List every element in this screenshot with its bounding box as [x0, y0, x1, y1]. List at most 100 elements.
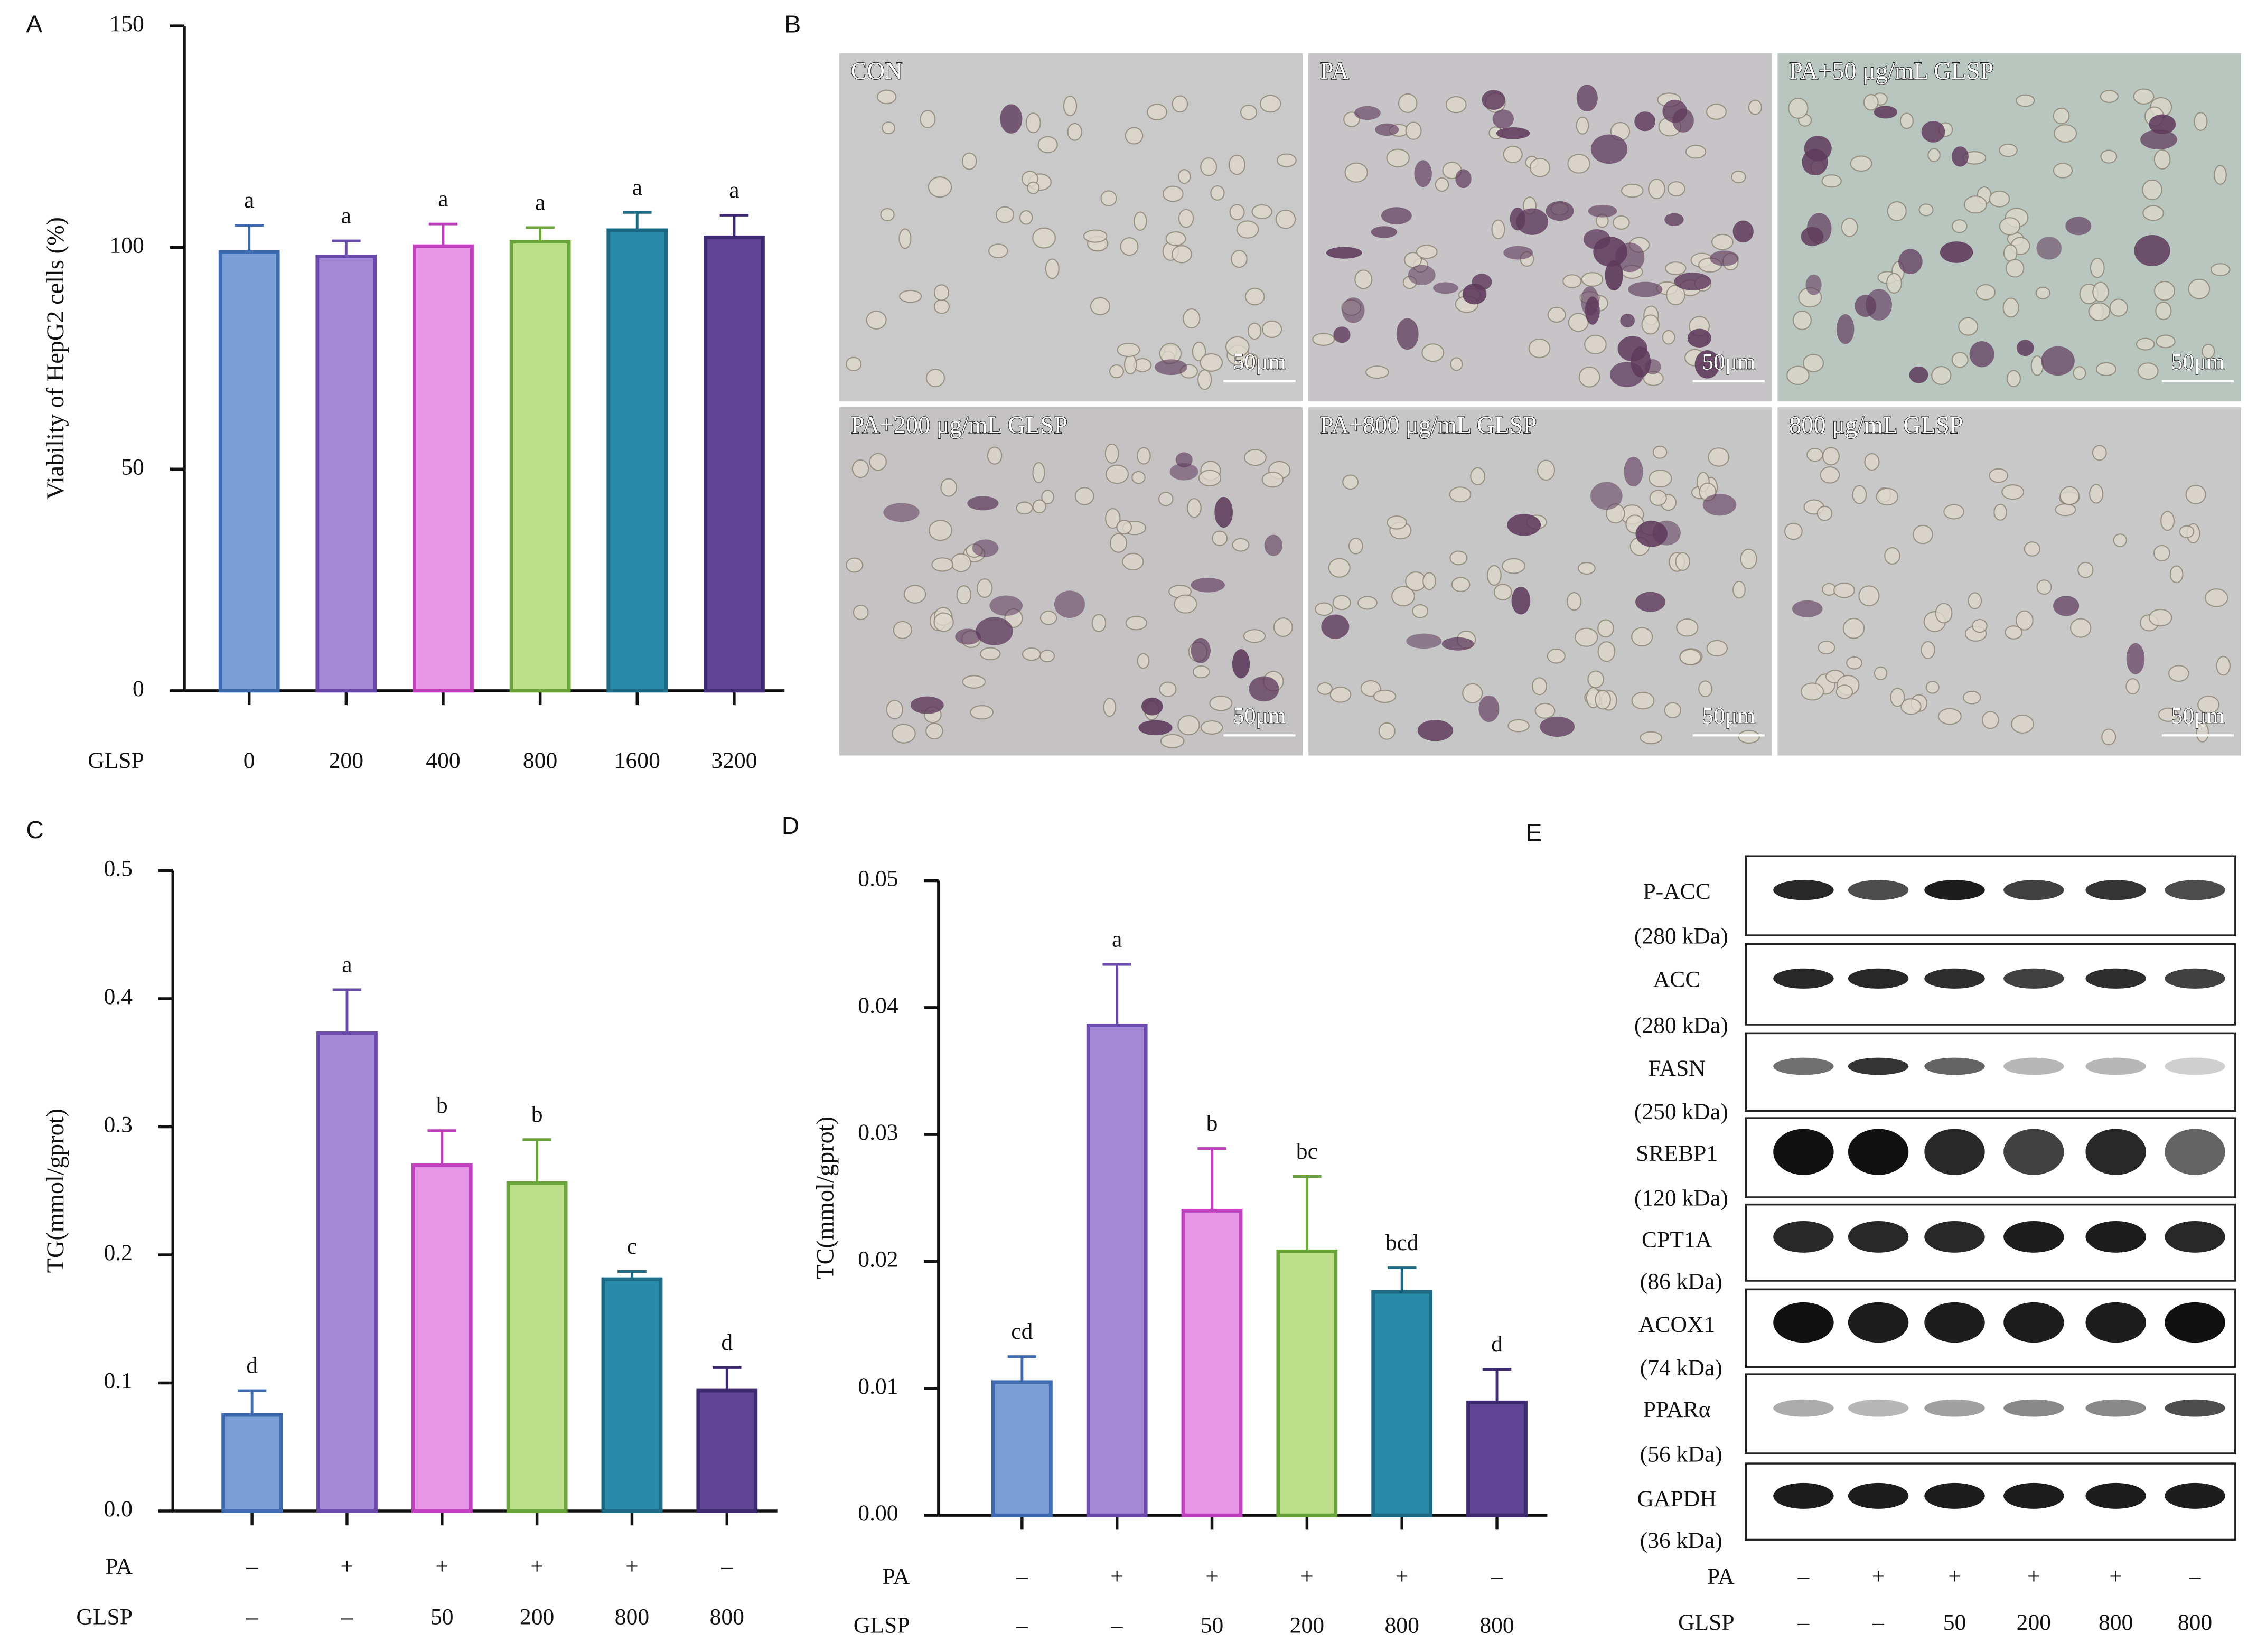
bar — [601, 1277, 663, 1513]
band — [1924, 968, 1985, 989]
cell — [950, 553, 971, 572]
stained-cell — [1593, 237, 1628, 267]
stained-cell — [1472, 274, 1492, 290]
stained-cell — [1576, 85, 1598, 112]
cell — [1109, 533, 1128, 553]
significance-label: bc — [1296, 1139, 1318, 1164]
stained-cell — [2036, 237, 2062, 260]
x-tick-label: 800 — [710, 1604, 744, 1629]
cell — [1925, 681, 1940, 694]
panel-letter: B — [784, 10, 801, 37]
error-bar — [235, 224, 264, 252]
lane-label: 800 — [2099, 1610, 2133, 1635]
cell — [1711, 233, 1734, 250]
stained-cell — [1635, 592, 1665, 612]
cell — [1786, 365, 1810, 386]
cell — [2001, 484, 2025, 500]
lane-label: 50 — [1943, 1610, 1966, 1635]
cell — [1999, 217, 2021, 236]
cell — [2133, 88, 2155, 105]
stained-cell — [1441, 637, 1474, 651]
x-tick-label: + — [341, 1554, 354, 1579]
y-tick-label: 0.03 — [858, 1120, 898, 1145]
cell — [1122, 552, 1144, 571]
stained-cell — [1507, 514, 1541, 536]
cell — [892, 724, 916, 744]
cell — [1045, 258, 1060, 279]
cell — [1649, 470, 1672, 488]
cell — [2024, 541, 2040, 557]
cell — [1529, 157, 1551, 177]
cell — [1398, 93, 1418, 114]
cell — [2169, 565, 2184, 584]
stained-cell — [883, 503, 920, 522]
cell — [1105, 464, 1129, 484]
error-bar — [1197, 1147, 1226, 1211]
band — [2003, 1221, 2064, 1253]
stained-cell — [1326, 247, 1362, 259]
stained-cell — [1664, 213, 1684, 227]
cell — [1083, 229, 1108, 243]
cell — [1503, 145, 1523, 164]
cell — [2137, 362, 2159, 380]
cell — [1846, 656, 1862, 670]
cell — [1675, 552, 1690, 571]
band — [1848, 1057, 1909, 1075]
image-label: PA+200 μg/mL GLSP — [851, 412, 1067, 439]
cell — [2168, 665, 2189, 682]
cell — [1738, 730, 1760, 744]
stained-cell — [1264, 534, 1283, 556]
cell — [928, 520, 952, 541]
cell — [2142, 179, 2163, 201]
lane-label: + — [1948, 1564, 1961, 1589]
y-tick-label: 0.5 — [104, 856, 132, 881]
protein-name: ACC — [1653, 966, 1701, 992]
cell — [2148, 608, 2172, 627]
cell — [1210, 185, 1225, 201]
row-label: GLSP — [1678, 1610, 1735, 1635]
cell — [1342, 474, 1359, 490]
stained-cell — [1455, 169, 1472, 189]
significance-label: a — [632, 175, 642, 200]
cell — [1231, 250, 1248, 268]
cell — [1822, 447, 1840, 466]
stained-cell — [1687, 328, 1711, 348]
cell — [2092, 445, 2107, 461]
stained-cell — [1381, 207, 1412, 224]
cell — [1120, 237, 1139, 256]
micrograph: 800 μg/mL GLSP 50μm — [1777, 407, 2241, 756]
stained-cell — [1321, 614, 1350, 639]
image-label: PA+800 μg/mL GLSP — [1320, 412, 1537, 439]
cell — [1131, 471, 1146, 484]
stained-cell — [1396, 318, 1419, 350]
cell — [1581, 272, 1604, 287]
stained-cell — [1624, 456, 1643, 487]
cell — [2003, 244, 2018, 262]
cell — [1841, 218, 1858, 237]
cell — [1405, 121, 1422, 140]
stained-cell — [1732, 220, 1754, 243]
cell — [1962, 690, 1981, 705]
band — [2165, 880, 2225, 900]
panel-letter: E — [1526, 819, 1542, 847]
cell — [2210, 263, 2231, 276]
stained-cell — [1605, 260, 1623, 291]
cell — [845, 356, 862, 372]
y-tick-label: 0.0 — [104, 1496, 132, 1522]
stained-cell — [1792, 600, 1823, 617]
x-tick-label: – — [1016, 1613, 1028, 1638]
band — [1773, 880, 1834, 900]
cell — [1566, 592, 1582, 611]
stained-cell — [1580, 286, 1599, 316]
cell — [1631, 691, 1655, 710]
band — [1924, 1129, 1985, 1175]
stained-cell — [2065, 217, 2092, 236]
cell — [1662, 330, 1675, 345]
stained-cell — [1417, 720, 1454, 741]
cell — [1562, 274, 1582, 288]
cell — [1123, 354, 1137, 375]
cell — [893, 621, 912, 640]
cell — [980, 647, 1001, 661]
stained-cell — [2053, 596, 2080, 616]
